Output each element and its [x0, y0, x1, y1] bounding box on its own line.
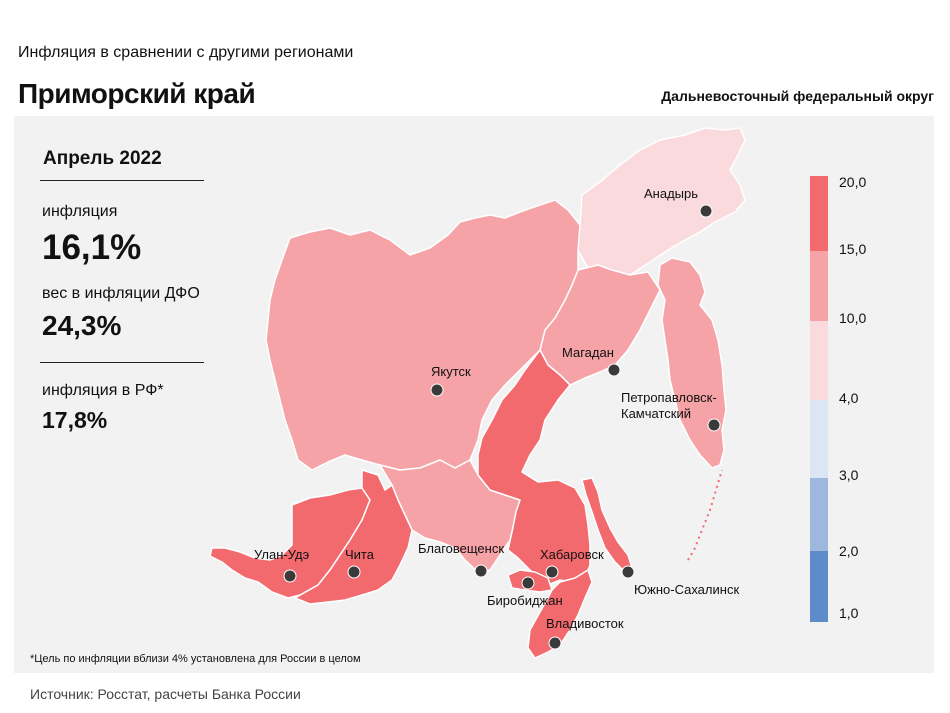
legend-band-15-20 — [810, 176, 828, 251]
city-dot-yakutsk — [430, 383, 444, 397]
legend-band-3-4 — [810, 400, 828, 478]
weight-label: вес в инфляции ДФО — [42, 285, 200, 302]
city-dot-magadan — [607, 363, 621, 377]
period-label: Апрель 2022 — [43, 148, 162, 169]
region-chukotka — [577, 127, 746, 276]
city-label-birobidzhan: Биробиджан — [487, 593, 563, 608]
city-label-magadan: Магадан — [562, 345, 614, 360]
color-legend: 20,0 15,0 10,0 4,0 3,0 2,0 1,0 — [810, 174, 866, 622]
city-label-yakutsk: Якутск — [431, 364, 471, 379]
legend-band-1-2 — [810, 551, 828, 622]
weight-value: 24,3% — [42, 310, 122, 341]
divider-bottom — [40, 362, 204, 363]
city-label-petropavlovsk-1: Петропавловск- — [621, 390, 717, 405]
legend-tick-4: 4,0 — [839, 390, 859, 406]
footnote: *Цель по инфляции вблизи 4% установлена … — [30, 653, 361, 665]
legend-band-2-3 — [810, 478, 828, 551]
inflation-label: инфляция — [42, 203, 118, 220]
region-khabarovsk — [477, 349, 591, 586]
city-label-blagoveshchensk: Благовещенск — [418, 541, 504, 556]
legend-tick-3: 3,0 — [839, 467, 859, 483]
legend-tick-2: 2,0 — [839, 543, 859, 559]
city-dot-chita — [347, 565, 361, 579]
city-dot-khabarovsk — [545, 565, 559, 579]
page-subtitle: Инфляция в сравнении с другими регионами — [18, 44, 354, 61]
city-dot-anadyr — [699, 204, 713, 218]
city-dot-ulan-ude — [283, 569, 297, 583]
city-label-khabarovsk: Хабаровск — [540, 547, 604, 562]
kuril-islands — [687, 469, 723, 561]
legend-tick-15: 15,0 — [839, 241, 866, 257]
divider-top — [40, 180, 204, 181]
city-label-vladivostok: Владивосток — [546, 616, 624, 631]
region-yakutia — [265, 199, 581, 471]
city-label-ulan-ude: Улан-Удэ — [254, 547, 310, 562]
city-dot-petropavlovsk — [707, 418, 721, 432]
city-dot-blagoveshchensk — [474, 564, 488, 578]
district-label: Дальневосточный федеральный округ — [661, 88, 934, 104]
legend-tick-20: 20,0 — [839, 174, 866, 190]
rf-inflation-value: 17,8% — [42, 407, 108, 433]
legend-band-10-15 — [810, 251, 828, 321]
region-zabaykalsky — [294, 469, 413, 605]
city-label-yuzhno-sakhalinsk: Южно-Сахалинск — [634, 582, 739, 597]
page-title: Приморский край — [18, 78, 256, 109]
source-note: Источник: Росстат, расчеты Банка России — [30, 686, 301, 702]
city-dot-birobidzhan — [521, 576, 535, 590]
city-label-petropavlovsk-2: Камчатский — [621, 406, 691, 421]
region-kamchatka — [657, 257, 727, 469]
city-dot-vladivostok — [548, 636, 562, 650]
city-label-anadyr: Анадырь — [644, 186, 698, 201]
rf-inflation-label: инфляция в РФ* — [42, 382, 164, 399]
inflation-value: 16,1% — [42, 228, 142, 267]
city-dot-yuzhno-sakhalinsk — [621, 565, 635, 579]
city-label-chita: Чита — [345, 547, 375, 562]
legend-band-4-10 — [810, 321, 828, 400]
legend-tick-10: 10,0 — [839, 310, 866, 326]
legend-tick-1: 1,0 — [839, 605, 859, 621]
